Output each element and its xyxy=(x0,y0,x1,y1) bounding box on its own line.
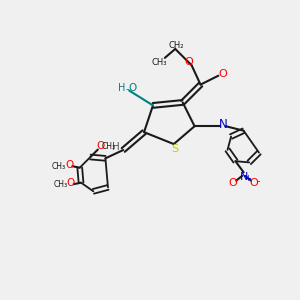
Text: O: O xyxy=(184,57,193,67)
Text: H: H xyxy=(118,82,125,93)
Text: -: - xyxy=(257,176,260,186)
Text: O: O xyxy=(128,82,136,93)
Text: S: S xyxy=(172,143,179,154)
Text: -: - xyxy=(126,84,130,94)
Text: H: H xyxy=(112,142,120,152)
Text: CH₃: CH₃ xyxy=(101,142,115,151)
Text: N: N xyxy=(239,172,248,182)
Text: CH₃: CH₃ xyxy=(53,180,67,189)
Text: O: O xyxy=(229,178,238,188)
Text: CH₂: CH₂ xyxy=(169,41,184,50)
Text: CH₃: CH₃ xyxy=(151,58,167,67)
Text: +: + xyxy=(244,174,251,183)
Text: CH₃: CH₃ xyxy=(52,162,66,171)
Text: N: N xyxy=(218,118,227,131)
Text: O: O xyxy=(67,178,75,188)
Text: O: O xyxy=(250,178,258,188)
Text: O: O xyxy=(65,160,74,170)
Text: O: O xyxy=(97,141,105,151)
Text: O: O xyxy=(218,69,227,79)
